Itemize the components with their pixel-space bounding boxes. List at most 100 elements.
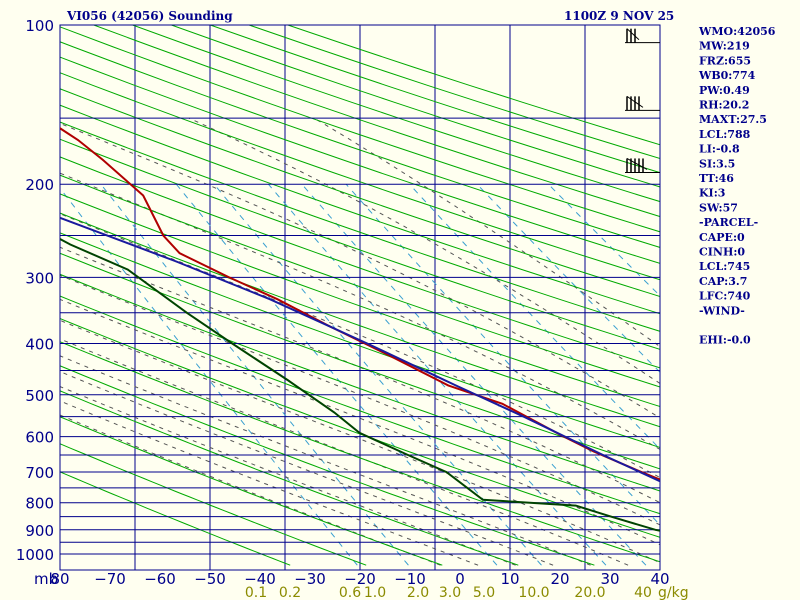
index-entry: RH:20.2 bbox=[699, 99, 749, 112]
pressure-tick-label: 200 bbox=[25, 176, 54, 194]
mixing-ratio-line bbox=[268, 183, 607, 566]
index-entry: WB0:774 bbox=[698, 69, 756, 82]
temperature-tick-label: 0 bbox=[455, 570, 465, 588]
dewpoint-point bbox=[333, 411, 336, 414]
index-entry: -PARCEL- bbox=[699, 216, 758, 229]
dewpoint-point bbox=[575, 504, 577, 507]
temperature-trace bbox=[60, 127, 660, 481]
index-entry: CINH:0 bbox=[699, 246, 745, 259]
dewpoint-point bbox=[654, 529, 657, 531]
dry-adiabat bbox=[60, 295, 660, 515]
index-entry: LCL:745 bbox=[699, 260, 750, 273]
index-entry: TT:46 bbox=[699, 172, 734, 185]
mixing-ratio-label: 10.0 bbox=[518, 585, 549, 600]
dry-adiabat bbox=[60, 212, 660, 428]
pressure-tick-label: 100 bbox=[25, 17, 54, 35]
time-label: 1100Z 9 NOV 25 bbox=[564, 9, 674, 23]
dry-adiabat-lines bbox=[60, 25, 660, 566]
chart-title: VI056 (42056) Sounding bbox=[66, 9, 233, 23]
parcel-point bbox=[454, 384, 457, 387]
dewpoint-point bbox=[186, 312, 188, 314]
dewpoint-point bbox=[287, 379, 290, 382]
mixing-ratio-labels: 0.1 0.2 0.6 1.0 2.0 3.0 5.0 10.0 20.0 40 bbox=[245, 585, 652, 600]
pressure-tick-label: 600 bbox=[25, 429, 54, 447]
dry-adiabat bbox=[60, 88, 660, 298]
dry-adiabat bbox=[60, 156, 660, 369]
dry-adiabat bbox=[60, 193, 660, 408]
temperature-tick-label: −60 bbox=[144, 570, 176, 588]
mixing-ratio-line bbox=[345, 183, 660, 526]
dry-adiabat bbox=[60, 174, 660, 388]
sounding-traces bbox=[60, 127, 660, 532]
index-entry: LFC:740 bbox=[699, 290, 751, 303]
index-entry: WMO:42056 bbox=[698, 25, 776, 38]
dry-adiabat bbox=[60, 471, 291, 566]
pressure-tick-label: 300 bbox=[25, 269, 54, 287]
mixing-ratio-label: 2.0 bbox=[407, 585, 429, 600]
dry-adiabat bbox=[60, 341, 660, 563]
pressure-tick-label: 900 bbox=[25, 522, 54, 540]
temperature-tick-label: −40 bbox=[244, 570, 276, 588]
dry-adiabat bbox=[60, 104, 660, 315]
temperature-tick-label: −30 bbox=[294, 570, 326, 588]
pressure-tick-label: 800 bbox=[25, 495, 54, 513]
mixing-ratio-label: 20.0 bbox=[574, 585, 605, 600]
dewpoint-point bbox=[69, 243, 72, 246]
dewpoint-point bbox=[610, 515, 613, 518]
mixing-ratio-label: 3.0 bbox=[439, 585, 461, 600]
temperature-tick-label: 10 bbox=[500, 570, 519, 588]
index-entry: LCL:788 bbox=[699, 128, 751, 141]
mixing-ratio-line bbox=[409, 183, 660, 450]
temperature-point bbox=[178, 252, 181, 254]
moist-adiabat bbox=[60, 400, 479, 566]
temperature-axis-labels: 80 −70 −60 −50 −40 −30 −20 −10 0 10 20 30 40 bbox=[50, 570, 669, 588]
dewpoint-point bbox=[127, 268, 129, 271]
dry-adiabat bbox=[60, 365, 595, 566]
dewpoint-point bbox=[358, 432, 361, 434]
index-entry: FRZ:655 bbox=[699, 54, 751, 67]
parcel-point bbox=[523, 415, 525, 418]
parcel-point bbox=[602, 454, 604, 456]
pressure-tick-label: 700 bbox=[25, 464, 54, 482]
dry-adiabat bbox=[60, 72, 660, 281]
dry-adiabat bbox=[60, 317, 660, 538]
mixing-unit-label: g/kg bbox=[658, 585, 689, 600]
dewpoint-point bbox=[445, 471, 448, 473]
moist-adiabat bbox=[60, 371, 554, 566]
temperature-point bbox=[276, 298, 279, 301]
temperature-point bbox=[228, 276, 230, 279]
pressure-tick-label: 400 bbox=[25, 335, 54, 353]
parcel-point bbox=[175, 260, 178, 263]
dry-adiabat bbox=[60, 416, 443, 566]
index-entry: LI:-0.8 bbox=[699, 143, 740, 156]
mixing-ratio-label: 5.0 bbox=[473, 585, 495, 600]
moist-adiabat bbox=[60, 298, 660, 546]
wind-barb bbox=[625, 95, 660, 111]
wind-barb bbox=[625, 158, 660, 173]
mixing-ratio-line bbox=[301, 183, 647, 566]
index-entry: CAP:3.7 bbox=[699, 275, 747, 288]
dry-adiabat bbox=[60, 138, 660, 350]
plot-border bbox=[59, 24, 661, 571]
moist-adiabat bbox=[60, 274, 660, 526]
dry-adiabat bbox=[60, 121, 660, 332]
index-entry: KI:3 bbox=[699, 187, 725, 200]
dry-adiabat bbox=[60, 252, 660, 470]
temperature-tick-label: 80 bbox=[50, 570, 69, 588]
index-entry: MW:219 bbox=[699, 40, 750, 53]
wind-barb bbox=[625, 28, 660, 44]
mixing-ratio-label: 0.2 bbox=[279, 585, 301, 600]
temperature-tick-label: −50 bbox=[194, 570, 226, 588]
index-entry: SW:57 bbox=[699, 201, 738, 214]
mixing-ratio-line bbox=[213, 183, 542, 566]
mixing-ratio-line bbox=[60, 187, 358, 566]
temperature-tick-label: −70 bbox=[94, 570, 126, 588]
index-entry: MAXT:27.5 bbox=[699, 113, 767, 126]
isobar-grid bbox=[59, 24, 661, 571]
temperature-tick-label: −10 bbox=[394, 570, 426, 588]
dewpoint-trace bbox=[60, 237, 660, 532]
dry-adiabat bbox=[60, 443, 367, 566]
